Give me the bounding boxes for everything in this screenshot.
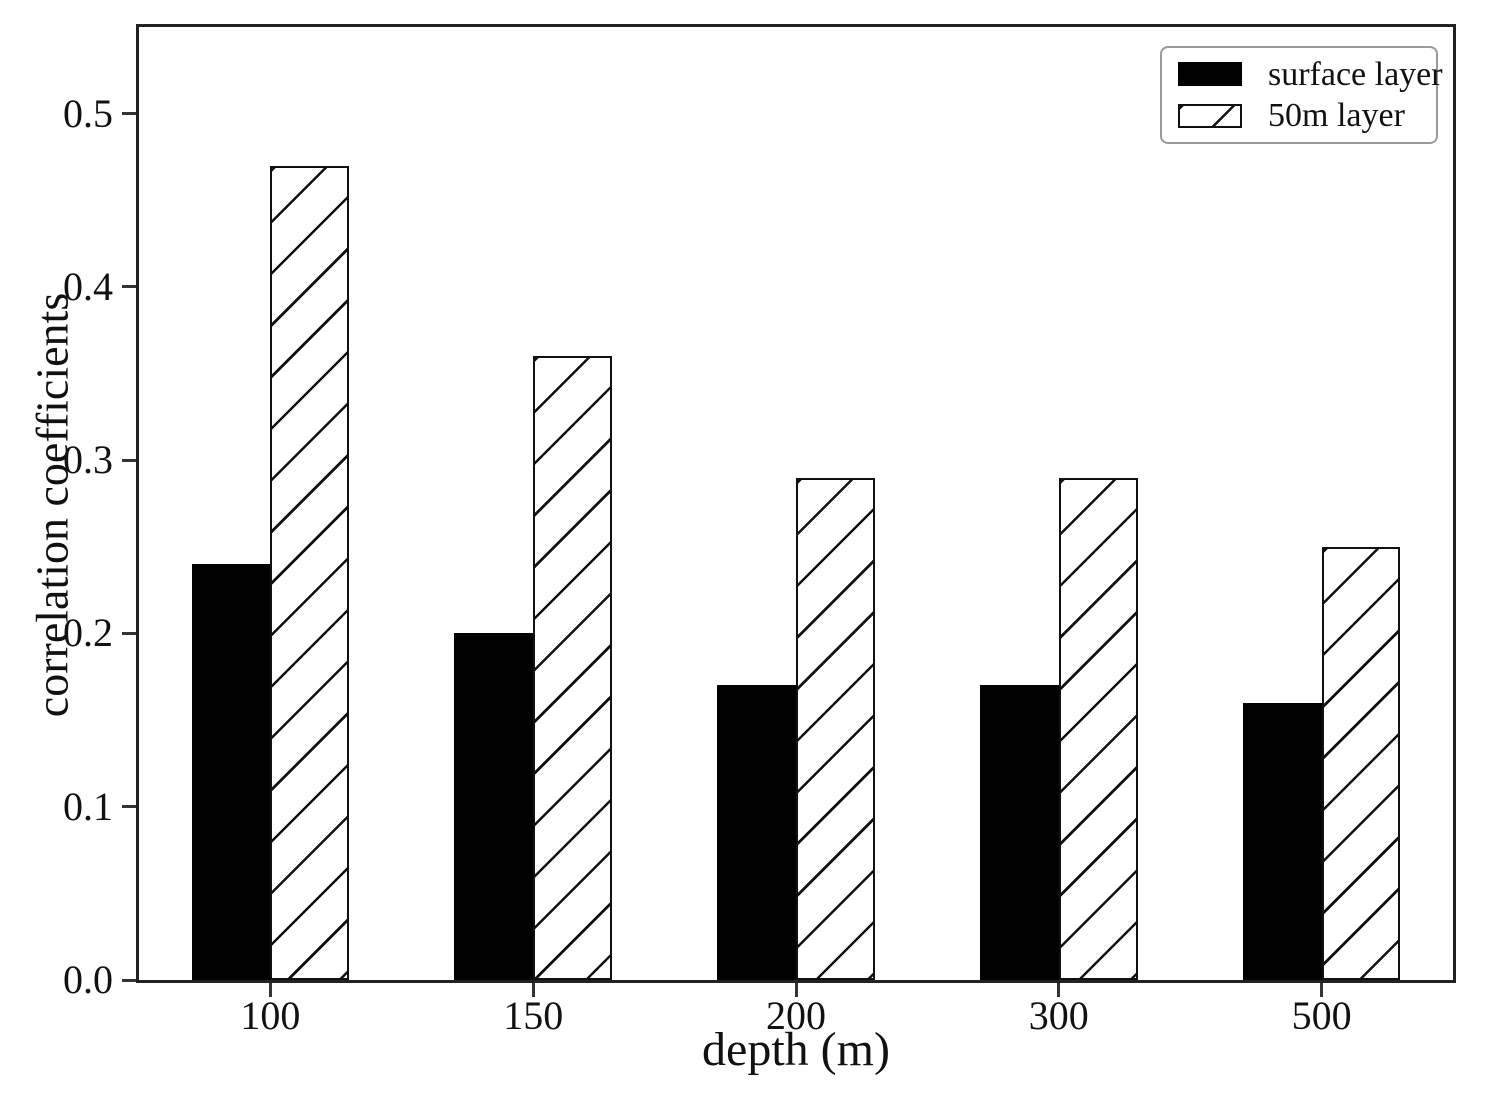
plot-area: 0.0 0.1 0.2 0.3 0.4 0.5 100 150 200 300 500	[63, 24, 1456, 1036]
bar-surface-layer-300	[979, 685, 1059, 980]
y-tick	[122, 631, 136, 635]
bar-50m-layer-200	[796, 477, 875, 980]
y-tick-label: 0.3	[63, 437, 113, 483]
x-tick	[268, 983, 272, 997]
y-tick	[122, 112, 136, 116]
bar-surface-layer-100	[191, 564, 271, 980]
legend-label-surface-layer: surface layer	[1268, 55, 1443, 93]
x-axis-title: depth (m)	[702, 1023, 890, 1076]
y-tick-label: 0.4	[63, 263, 113, 309]
legend-swatch-surface-layer	[1178, 62, 1242, 87]
y-tick-label: 0.5	[63, 90, 113, 136]
x-tick	[531, 983, 535, 997]
bar-surface-layer-500	[1242, 702, 1322, 980]
x-tick-label: 500	[1291, 993, 1352, 1038]
legend-item-surface-layer: surface layer	[1178, 56, 1443, 93]
bar-surface-layer-150	[454, 633, 534, 980]
y-tick-label: 0.2	[63, 610, 113, 656]
x-tick-label: 150	[503, 993, 564, 1038]
y-tick	[122, 458, 136, 462]
bar-50m-layer-100	[270, 165, 350, 980]
bar-50m-layer-150	[533, 356, 613, 980]
x-tick	[1057, 983, 1061, 997]
y-tick	[122, 978, 136, 982]
x-tick-label: 200	[766, 993, 826, 1038]
x-tick	[794, 983, 798, 997]
bar-50m-layer-300	[1058, 477, 1138, 980]
bar-surface-layer-200	[717, 685, 796, 980]
y-tick-label: 0.0	[63, 957, 113, 1002]
x-tick	[1320, 983, 1324, 997]
legend-item-50m-layer: 50m layer	[1178, 97, 1420, 134]
bar-50m-layer-500	[1321, 546, 1401, 980]
y-tick	[122, 285, 136, 289]
legend-label-50m-layer: 50m layer	[1268, 96, 1405, 134]
y-tick-label: 0.1	[63, 783, 113, 829]
y-tick	[122, 805, 136, 809]
x-tick-label: 300	[1028, 993, 1089, 1038]
legend: surface layer 50m layer	[1160, 46, 1443, 144]
x-tick-label: 100	[240, 993, 301, 1038]
legend-swatch-50m-layer	[1178, 103, 1242, 128]
